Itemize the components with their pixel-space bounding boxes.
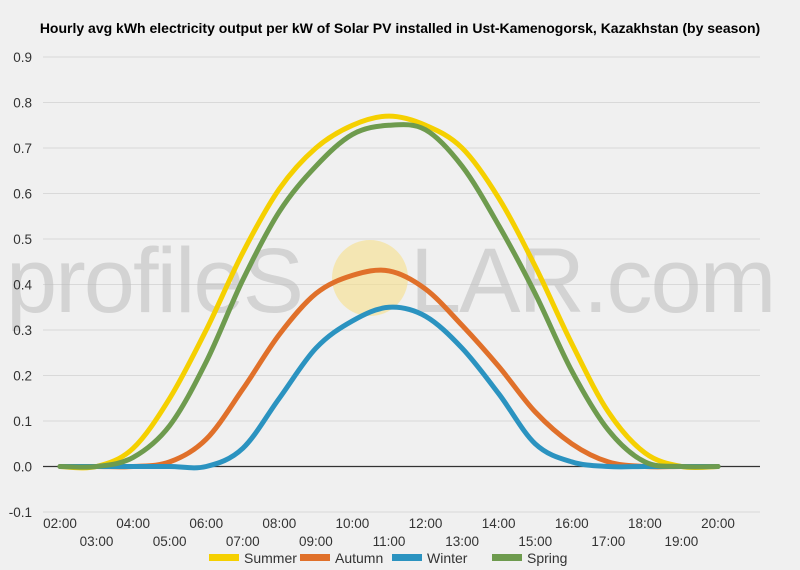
- x-tick-label: 17:00: [591, 534, 625, 549]
- series-line-autumn: [57, 267, 721, 470]
- y-tick-label: 0.7: [13, 141, 32, 156]
- y-tick-label: 0.9: [13, 50, 32, 65]
- series-lines: [57, 113, 721, 471]
- x-axis-ticks: 02:0003:0004:0005:0006:0007:0008:0009:00…: [43, 516, 735, 549]
- x-tick-label: 14:00: [482, 516, 516, 531]
- y-tick-label: -0.1: [9, 505, 32, 520]
- legend-label: Summer: [244, 550, 297, 566]
- x-tick-label: 09:00: [299, 534, 333, 549]
- legend-item-summer[interactable]: Summer: [209, 550, 297, 566]
- x-tick-label: 10:00: [336, 516, 370, 531]
- x-tick-label: 03:00: [80, 534, 114, 549]
- y-tick-label: 0.2: [13, 369, 32, 384]
- watermark-text-left: profileS: [6, 230, 302, 332]
- x-tick-label: 08:00: [262, 516, 296, 531]
- series-line-spring: [57, 122, 721, 470]
- x-tick-label: 15:00: [518, 534, 552, 549]
- x-tick-label: 20:00: [701, 516, 735, 531]
- legend-item-winter[interactable]: Winter: [392, 550, 468, 566]
- legend-label: Autumn: [335, 550, 383, 566]
- y-tick-label: 0.0: [13, 460, 32, 475]
- series-line-summer: [57, 113, 721, 471]
- x-tick-label: 19:00: [665, 534, 699, 549]
- y-axis-ticks: -0.1 0.0 0.1 0.2 0.3 0.4 0.5 0.6 0.7 0.8 0.9: [9, 50, 33, 520]
- x-tick-label: 04:00: [116, 516, 150, 531]
- legend[interactable]: Summer Autumn Winter Spring: [209, 550, 567, 566]
- legend-swatch: [492, 554, 522, 561]
- x-tick-label: 12:00: [409, 516, 443, 531]
- x-tick-label: 07:00: [226, 534, 260, 549]
- chart-title: Hourly avg kWh electricity output per kW…: [40, 20, 760, 36]
- watermark-text-right: LAR.com: [410, 230, 774, 332]
- series-line-winter: [57, 304, 721, 471]
- legend-swatch: [209, 554, 239, 561]
- legend-item-autumn[interactable]: Autumn: [300, 550, 383, 566]
- x-tick-label: 18:00: [628, 516, 662, 531]
- legend-swatch: [300, 554, 330, 561]
- x-tick-label: 13:00: [445, 534, 479, 549]
- legend-swatch: [392, 554, 422, 561]
- y-tick-label: 0.3: [13, 323, 32, 338]
- y-tick-label: 0.5: [13, 232, 32, 247]
- x-tick-label: 06:00: [189, 516, 223, 531]
- x-tick-label: 11:00: [373, 534, 406, 549]
- x-tick-label: 16:00: [555, 516, 589, 531]
- y-tick-label: 0.1: [13, 414, 32, 429]
- legend-item-spring[interactable]: Spring: [492, 550, 567, 566]
- x-tick-label: 05:00: [153, 534, 187, 549]
- watermark-sun-icon: [332, 240, 408, 316]
- y-tick-label: 0.8: [13, 96, 32, 111]
- legend-label: Spring: [527, 550, 567, 566]
- legend-label: Winter: [427, 550, 468, 566]
- y-tick-label: 0.6: [13, 187, 32, 202]
- x-tick-label: 02:00: [43, 516, 77, 531]
- watermark: profileS LAR.com: [6, 230, 776, 332]
- y-tick-label: 0.4: [13, 278, 32, 293]
